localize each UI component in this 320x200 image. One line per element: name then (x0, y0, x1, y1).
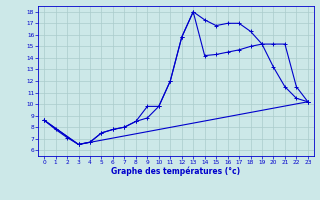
X-axis label: Graphe des températures (°c): Graphe des températures (°c) (111, 167, 241, 176)
